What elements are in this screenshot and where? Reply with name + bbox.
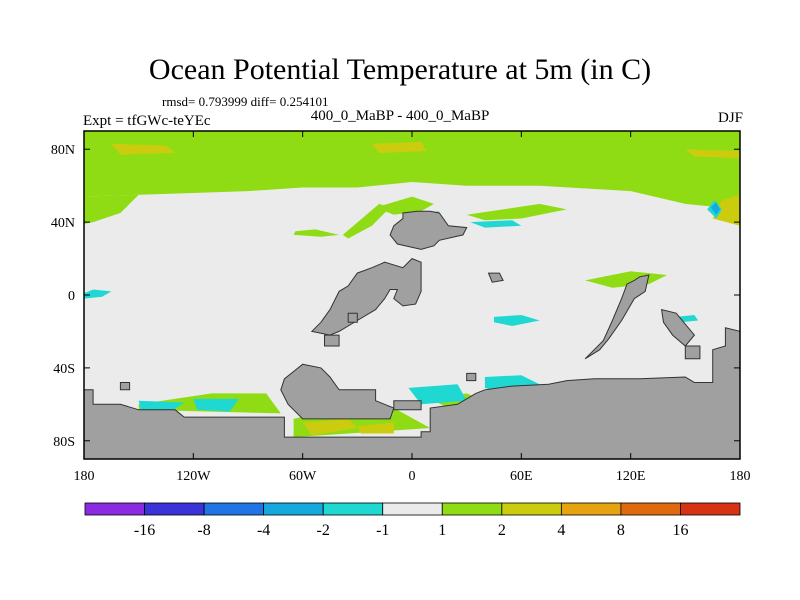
anomaly-region-south-cyan-3 bbox=[408, 384, 467, 405]
experiment-label: Expt = tfGWc-teYEc bbox=[83, 113, 211, 129]
x-tick-label: 0 bbox=[409, 469, 416, 484]
land-mask-eastern-continent bbox=[584, 274, 650, 360]
colorbar-swatch bbox=[144, 502, 205, 516]
colorbar-swatch bbox=[322, 502, 384, 516]
anomaly-region-south-cyan-2 bbox=[193, 398, 239, 412]
colorbar-label: 8 bbox=[617, 522, 625, 539]
x-tick-label: 180 bbox=[74, 469, 95, 484]
x-tick-label: 120W bbox=[176, 469, 211, 484]
y-tick-label: 0 bbox=[68, 289, 75, 304]
anomaly-region-east-blue bbox=[710, 202, 720, 215]
land-mask-island-7 bbox=[684, 345, 701, 360]
colorbar-label: 1 bbox=[438, 522, 446, 539]
land-mask-island-4 bbox=[487, 272, 504, 283]
chart-title: Ocean Potential Temperature at 5m (in C) bbox=[148, 53, 652, 86]
land-mask-island-5 bbox=[119, 382, 131, 391]
colorbar-label: 16 bbox=[672, 522, 688, 539]
anomaly-region-mid-green-2 bbox=[342, 203, 391, 239]
anomaly-region-trop-cyan-1 bbox=[84, 289, 112, 299]
colorbar-swatch bbox=[382, 502, 443, 516]
colorbar-swatch bbox=[84, 502, 145, 516]
axes: 180 120W 60W 0 60E 120E 180 80N 40N 0 40S 80S bbox=[51, 131, 751, 484]
anomaly-region-south-yellow-1 bbox=[302, 418, 358, 436]
colorbar-swatch bbox=[560, 502, 622, 516]
colorbar-label: -4 bbox=[257, 522, 270, 539]
colorbar-swatch bbox=[680, 502, 741, 516]
anomaly-region-arctic-green bbox=[84, 131, 740, 210]
colorbar-label: 2 bbox=[498, 522, 506, 539]
colorbar-label: 4 bbox=[557, 522, 565, 539]
stats-text: rmsd= 0.793999 diff= 0.254101 bbox=[162, 94, 329, 109]
season-label: DJF bbox=[717, 110, 743, 126]
anomaly-region-mid-cyan-1 bbox=[470, 220, 522, 228]
colorbar-label: -16 bbox=[134, 522, 155, 539]
anomaly-region-arctic-yellow-1 bbox=[111, 143, 176, 155]
x-tick-label: 180 bbox=[730, 469, 751, 484]
colorbar-swatch bbox=[620, 502, 681, 516]
land-mask-island-2 bbox=[324, 334, 340, 347]
anomaly-region-mid-green-3 bbox=[375, 196, 434, 215]
y-tick-label: 80N bbox=[51, 143, 75, 158]
land-mask-island-3 bbox=[393, 400, 422, 411]
map-plot-area bbox=[84, 131, 740, 459]
anomaly-region-arctic-yellow-3 bbox=[685, 149, 740, 159]
anomaly-region-east-yellow bbox=[712, 194, 740, 226]
land-mask-eastern-island bbox=[660, 308, 696, 347]
colorbar-swatch bbox=[441, 502, 503, 516]
x-tick-label: 120E bbox=[616, 469, 646, 484]
land-mask-antarctica bbox=[84, 327, 740, 459]
center-string: 400_0_MaBP - 400_0_MaBP bbox=[310, 108, 490, 124]
x-tick-label: 60E bbox=[510, 469, 533, 484]
colorbar-label: -1 bbox=[376, 522, 389, 539]
anomaly-region-mid-green-4 bbox=[466, 203, 567, 221]
land-mask-north-landmass bbox=[389, 210, 468, 250]
land-mask-africa-like bbox=[280, 363, 395, 420]
colorbar-swatch bbox=[501, 502, 562, 516]
anomaly-region-mid-green-1 bbox=[293, 229, 340, 237]
anomaly-region-trop-cyan-2 bbox=[494, 315, 540, 326]
x-tick-label: 60W bbox=[289, 469, 317, 484]
colorbar-swatch bbox=[203, 502, 265, 516]
land-mask-island-1 bbox=[347, 312, 358, 323]
land-mask-south-america bbox=[310, 258, 422, 336]
colorbar-label: -2 bbox=[317, 522, 330, 539]
colorbar-label: -8 bbox=[197, 522, 210, 539]
anomaly-region-arctic-yellow-2 bbox=[371, 141, 427, 153]
colorbar: -16 -8 -4 -2 -1 1 2 4 8 16 bbox=[84, 502, 741, 539]
land-mask-island-6 bbox=[466, 372, 477, 382]
y-tick-label: 40N bbox=[51, 216, 75, 231]
anomaly-region-arctic-green-tail bbox=[84, 194, 139, 224]
y-tick-label: 40S bbox=[53, 362, 75, 377]
colorbar-swatch bbox=[263, 502, 324, 516]
y-tick-label: 80S bbox=[53, 435, 75, 450]
anomaly-region-south-yellow-2 bbox=[357, 422, 394, 434]
